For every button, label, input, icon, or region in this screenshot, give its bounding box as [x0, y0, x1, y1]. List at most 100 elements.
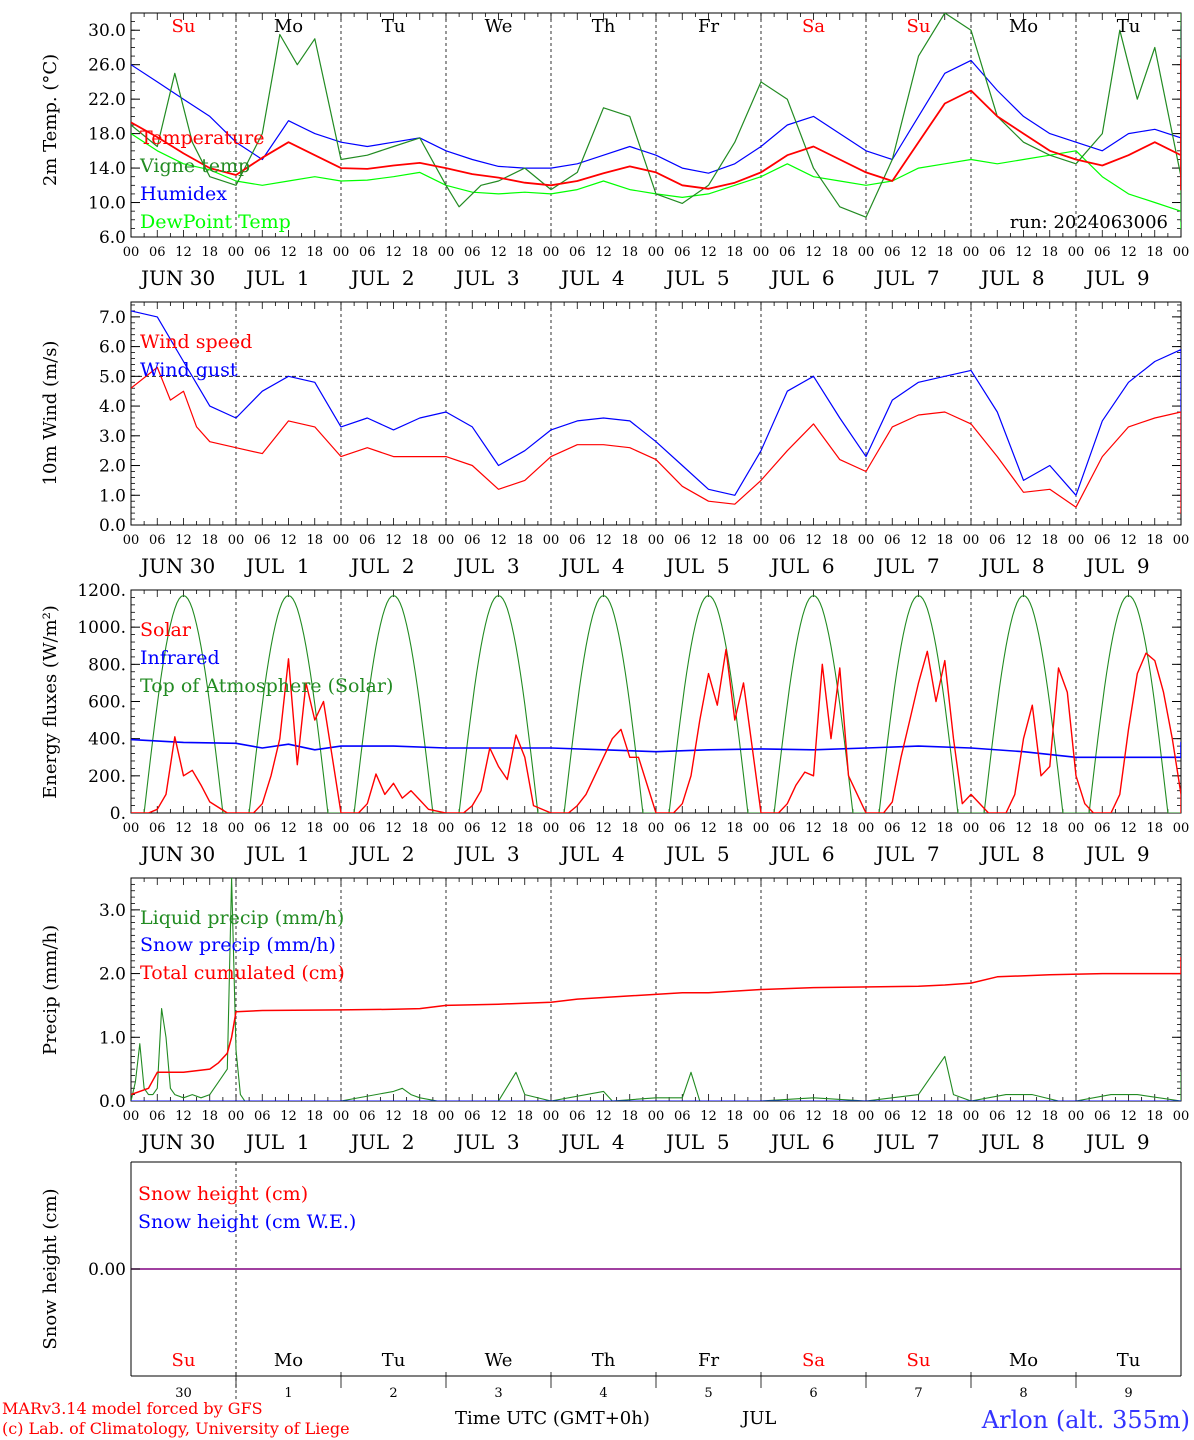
precip-panel-hour-label: 06: [884, 1109, 901, 1124]
temp-panel-y-tick-label: 26.0: [88, 56, 126, 76]
snow-panel-day-number: 2: [389, 1386, 397, 1401]
temp-panel-y-tick-label: 14.0: [88, 159, 126, 179]
precip-panel-legend-label: Liquid precip (mm/h): [140, 907, 344, 929]
snow-panel-day-number: 5: [704, 1386, 712, 1401]
wind-panel-hour-label: 18: [1146, 533, 1163, 548]
temp-panel-hour-label: 00: [648, 245, 665, 260]
precip-panel-hour-label: 18: [1041, 1109, 1058, 1124]
energy-panel-hour-label: 06: [674, 821, 691, 836]
precip-panel-hour-label: 12: [385, 1109, 402, 1124]
precip-panel-y-axis-label: Precip (mm/h): [40, 925, 61, 1055]
energy-panel-hour-label: 12: [280, 821, 297, 836]
energy-panel-hour-label: 00: [858, 821, 875, 836]
temp-panel-hour-label: 12: [1120, 245, 1137, 260]
energy-panel-legend-label: Infrared: [140, 647, 220, 669]
footer-station: Arlon (alt. 355m): [981, 1406, 1190, 1434]
precip-panel-hour-label: 00: [543, 1109, 560, 1124]
energy-panel-hour-label: 00: [438, 821, 455, 836]
energy-panel-hour-label: 06: [569, 821, 586, 836]
energy-panel-date-label: JUL 9: [1084, 842, 1150, 866]
precip-panel-date-label: JUL 8: [979, 1130, 1045, 1154]
precip-panel-hour-label: 00: [333, 1109, 350, 1124]
energy-panel-hour-label: 18: [621, 821, 638, 836]
precip-panel-hour-label: 00: [1068, 1109, 1085, 1124]
precip-panel-hour-label: 06: [989, 1109, 1006, 1124]
temp-panel-series-line-2: [131, 25, 1181, 186]
precip-panel-hour-label: 12: [280, 1109, 297, 1124]
energy-panel-frame: [130, 589, 1182, 814]
energy-panel-hour-label: 18: [306, 821, 323, 836]
wind-panel-legend-label: Wind gust: [140, 359, 238, 381]
temp-panel-weekday: Mo: [1009, 16, 1038, 37]
temp-panel-weekday: Sa: [802, 16, 825, 37]
temp-panel-hour-label: 06: [359, 245, 376, 260]
energy-panel-hour-label: 18: [1041, 821, 1058, 836]
temp-panel-date-label: JUL 5: [664, 266, 730, 290]
wind-panel-hour-label: 12: [595, 533, 612, 548]
wind-panel-date-label: JUL 8: [979, 554, 1045, 578]
energy-panel-hour-label: 12: [175, 821, 192, 836]
temp-panel-date-label: JUL 1: [244, 266, 310, 290]
precip-panel-hour-label: 18: [306, 1109, 323, 1124]
wind-panel-date-label: JUL 2: [349, 554, 415, 578]
temp-panel-y-tick-label: 6.0: [99, 228, 126, 248]
precip-panel-y-tick-label: 0.0: [99, 1092, 126, 1112]
temp-panel-date-label: JUL 2: [349, 266, 415, 290]
temp-panel-y-tick-label: 10.0: [88, 194, 126, 214]
snow-panel-y-axis-label: Snow height (cm): [40, 1188, 61, 1349]
snow-panel-weekday: Tu: [1117, 1350, 1141, 1371]
temp-panel-hour-label: 18: [516, 245, 533, 260]
precip-panel-date-label: JUL 1: [244, 1130, 310, 1154]
temp-panel-hour-label: 00: [543, 245, 560, 260]
temp-panel-y-tick-label: 22.0: [88, 90, 126, 110]
wind-panel-date-label: JUL 4: [559, 554, 625, 578]
energy-panel-hour-label: 12: [595, 821, 612, 836]
snow-panel-legend-label: Snow height (cm W.E.): [138, 1211, 356, 1233]
temp-panel-legend-label: Temperature: [140, 127, 264, 149]
wind-panel-hour-label: 06: [359, 533, 376, 548]
wind-panel-y-tick-label: 3.0: [99, 427, 126, 447]
precip-panel-y-tick-label: 1.0: [99, 1028, 126, 1048]
wind-panel-date-label: JUL 5: [664, 554, 730, 578]
temp-panel-date-label: JUL 8: [979, 266, 1045, 290]
temp-panel-weekday: We: [485, 16, 513, 37]
energy-panel-date-label: JUL 5: [664, 842, 730, 866]
energy-panel-date-label: JUL 6: [769, 842, 835, 866]
energy-panel-legend-label: Top of Atmosphere (Solar): [140, 675, 393, 697]
wind-panel-hour-label: 06: [149, 533, 166, 548]
temp-panel-hour-label: 12: [385, 245, 402, 260]
energy-panel-hour-label: 06: [254, 821, 271, 836]
energy-panel-hour-label: 18: [726, 821, 743, 836]
temp-panel-hour-label: 12: [805, 245, 822, 260]
energy-panel-hour-label: 12: [385, 821, 402, 836]
wind-panel-y-tick-label: 7.0: [99, 308, 126, 328]
temp-panel-hour-label: 00: [858, 245, 875, 260]
temp-panel-hour-label: 12: [910, 245, 927, 260]
wind-panel-hour-label: 00: [228, 533, 245, 548]
wind-panel-hour-label: 12: [805, 533, 822, 548]
wind-panel-y-tick-label: 6.0: [99, 338, 126, 358]
precip-panel-hour-label: 12: [1120, 1109, 1137, 1124]
temp-panel-weekday: Mo: [274, 16, 303, 37]
temp-panel-hour-label: 06: [149, 245, 166, 260]
energy-panel-hour-label: 06: [359, 821, 376, 836]
temp-panel-hour-label: 18: [936, 245, 953, 260]
wind-panel-hour-label: 06: [989, 533, 1006, 548]
snow-panel-day-number: 30: [175, 1386, 192, 1401]
precip-panel-hour-label: 12: [595, 1109, 612, 1124]
snow-panel-weekday: Fr: [698, 1350, 719, 1371]
precip-panel-hour-label: 18: [621, 1109, 638, 1124]
energy-panel-hour-label: 18: [411, 821, 428, 836]
wind-panel-hour-label: 06: [1094, 533, 1111, 548]
temp-panel-hour-label: 18: [1041, 245, 1058, 260]
energy-panel-hour-label: 00: [648, 821, 665, 836]
wind-panel-hour-label: 00: [1173, 533, 1190, 548]
snow-panel-day-number: 7: [914, 1386, 922, 1401]
temp-panel-hour-label: 18: [831, 245, 848, 260]
footer-credit-model: MARv3.14 model forced by GFS: [2, 1399, 263, 1418]
precip-panel-date-label: JUL 5: [664, 1130, 730, 1154]
wind-panel-hour-label: 00: [648, 533, 665, 548]
wind-panel-hour-label: 00: [123, 533, 140, 548]
wind-panel-hour-label: 06: [254, 533, 271, 548]
wind-panel-hour-label: 06: [464, 533, 481, 548]
